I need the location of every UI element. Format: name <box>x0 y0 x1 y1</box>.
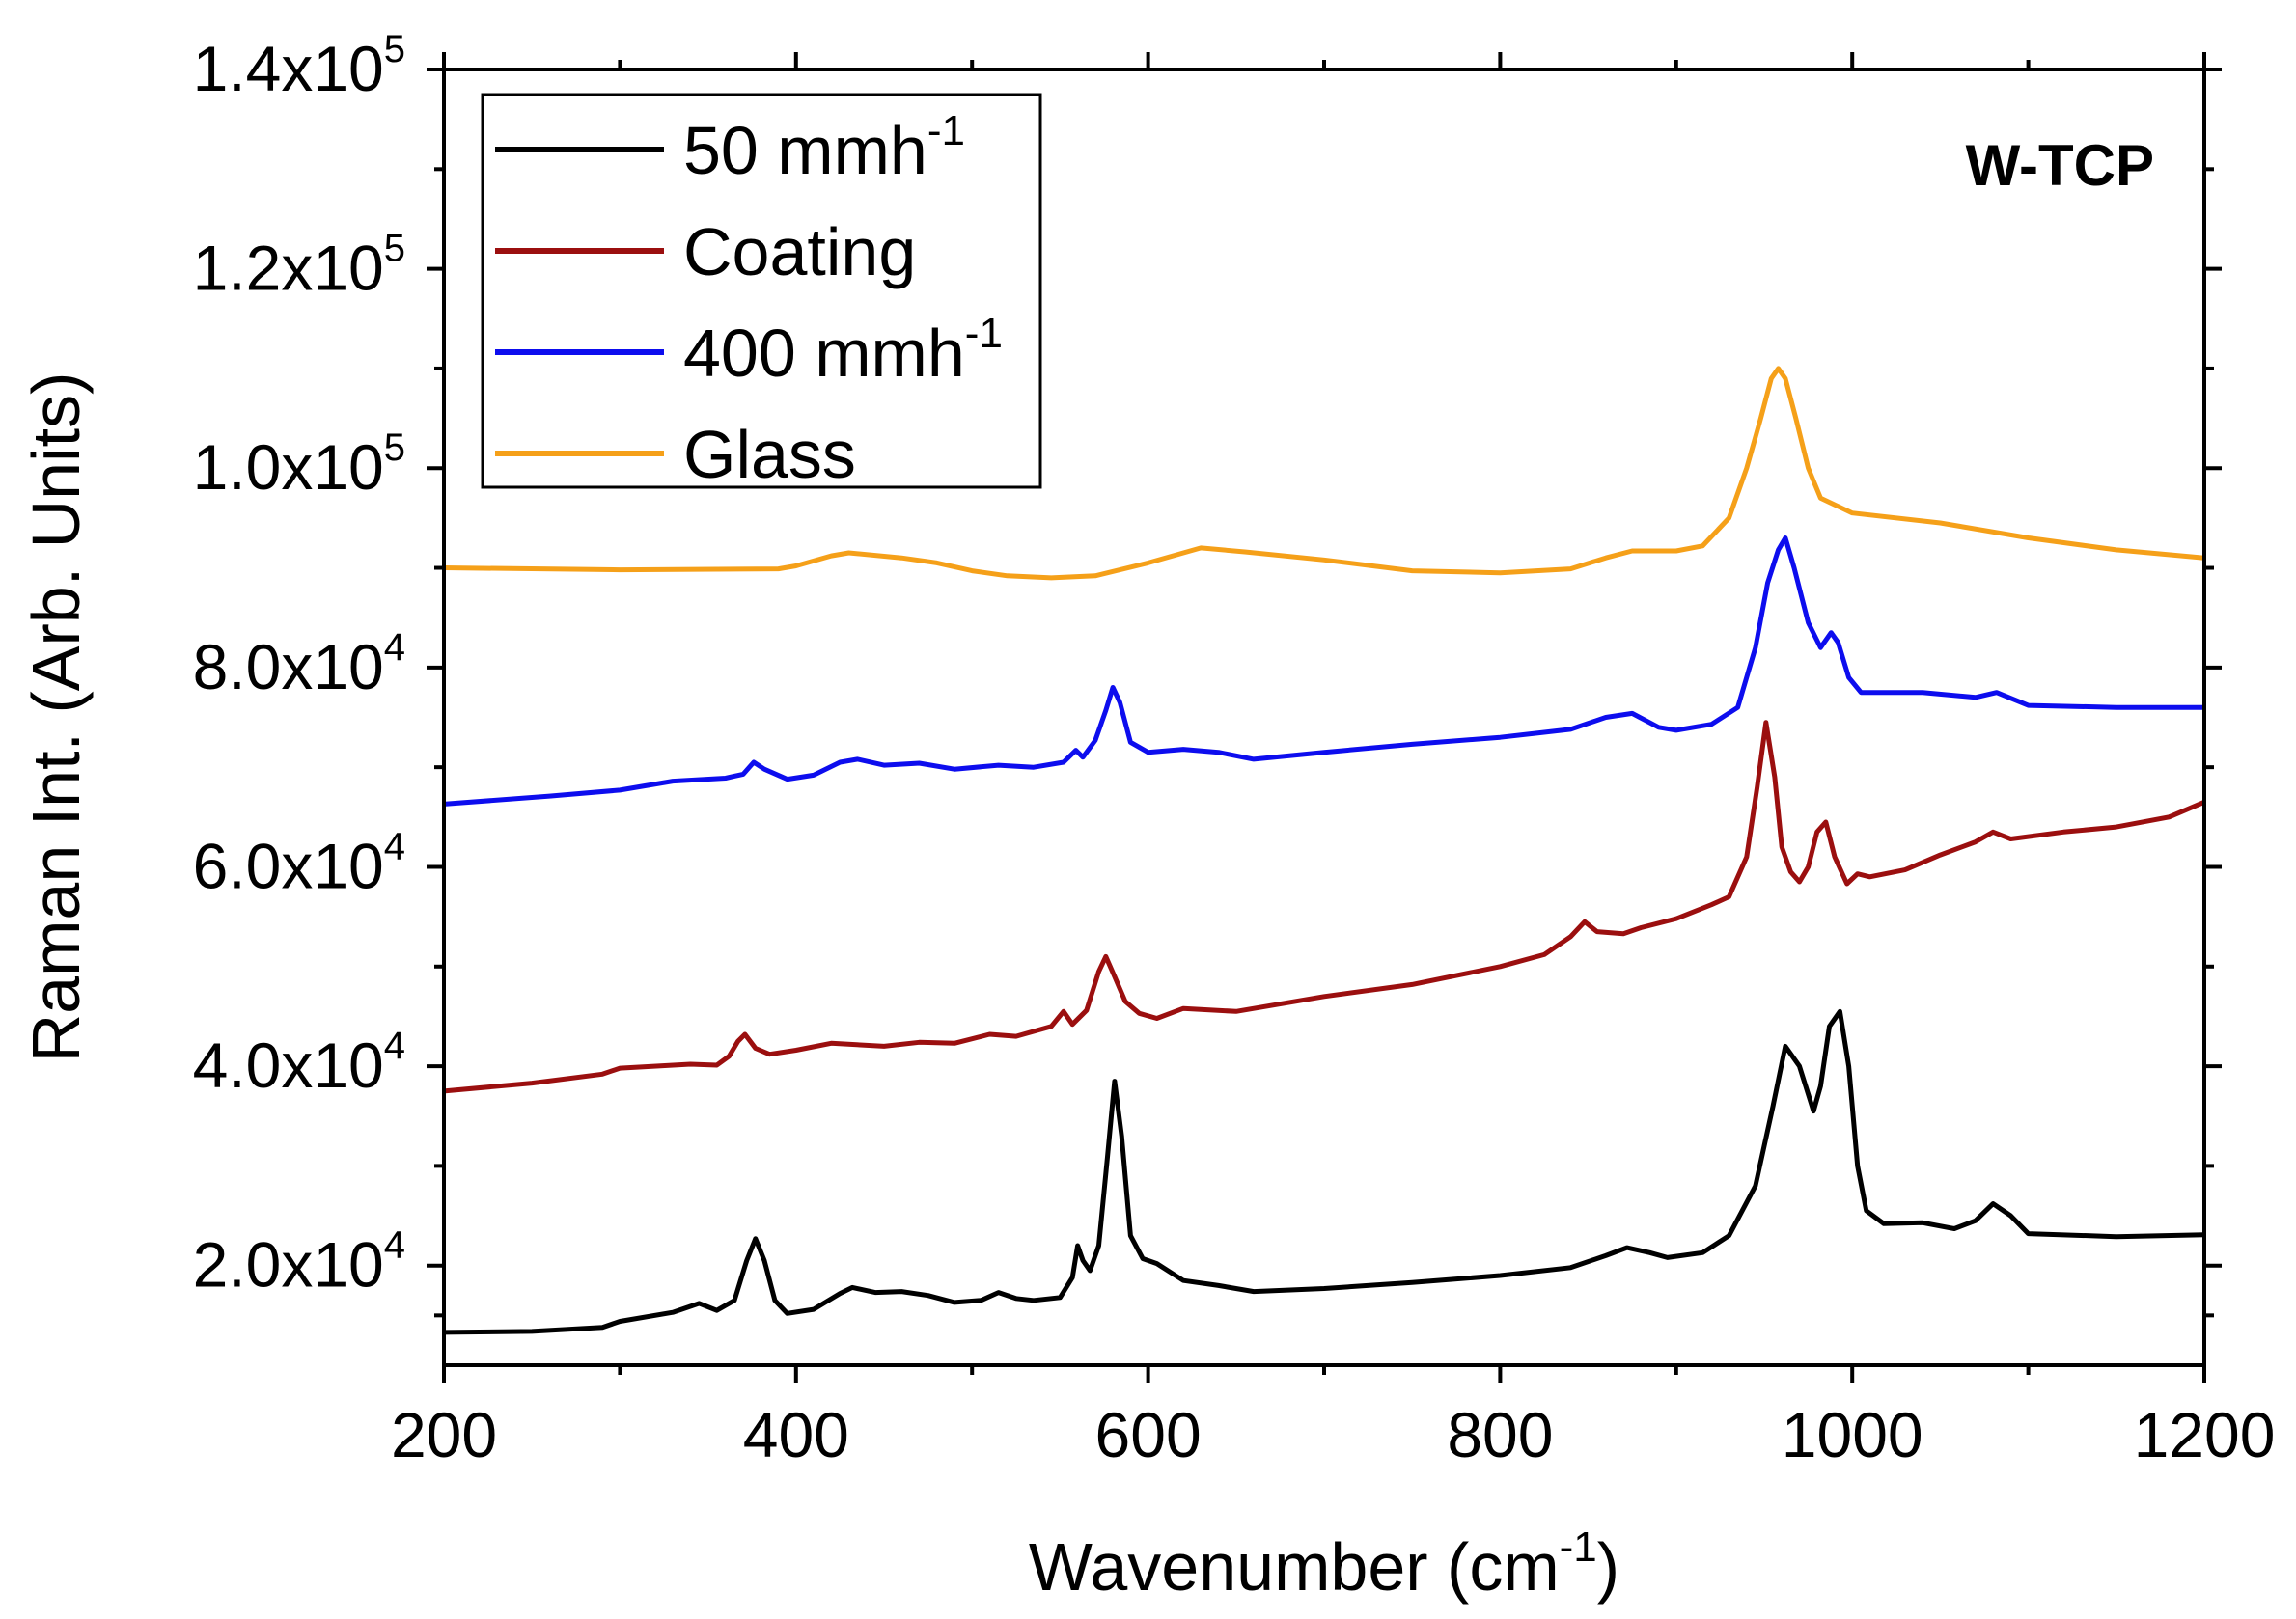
x-tick-label: 400 <box>743 1399 849 1470</box>
y-axis-title: Raman Int. (Arb. Units) <box>18 372 94 1063</box>
legend-label: Glass <box>683 417 856 492</box>
y-tick-label: 1.4x105 <box>193 28 405 104</box>
ticks-layer <box>427 52 2222 1383</box>
y-tick-label: 2.0x104 <box>193 1224 405 1301</box>
x-tick-label: 1200 <box>2134 1399 2276 1470</box>
series-line-400-mmh <box>443 535 2204 807</box>
x-tick-label: 1000 <box>1782 1399 1923 1470</box>
legend-items: 50 mmh-1 Coating 400 mmh-1 Glass <box>495 107 1003 492</box>
y-tick-label: 6.0x104 <box>193 825 405 901</box>
legend: 50 mmh-1 Coating 400 mmh-1 Glass <box>481 93 1042 492</box>
legend-box <box>481 93 1042 489</box>
legend-label: 400 mmh-1 <box>683 310 1003 391</box>
sample-annotation: W-TCP <box>1966 133 2154 198</box>
legend-label: Coating <box>683 214 916 289</box>
y-tick-label: 1.0x105 <box>193 426 405 503</box>
series-line-glass <box>443 366 2205 581</box>
y-tick-label: 8.0x104 <box>193 626 405 702</box>
series-layer <box>443 366 2205 1335</box>
legend-label: 50 mmh-1 <box>683 107 965 188</box>
x-tick-label: 600 <box>1095 1399 1202 1470</box>
x-tick-label: 200 <box>391 1399 497 1470</box>
x-tick-label: 800 <box>1447 1399 1553 1470</box>
y-tick-label: 4.0x104 <box>193 1025 405 1101</box>
y-tick-label: 1.2x105 <box>193 228 405 304</box>
x-axis-title: Wavenumber (cm-1) <box>1029 1523 1619 1605</box>
series-line-coating <box>443 720 2205 1094</box>
series-line-50-mmh <box>443 1008 2205 1335</box>
tick-labels-layer: 200 400 600 800 1000 1200 2.0x104 4.0x104 6.0x10… <box>193 28 2276 1470</box>
